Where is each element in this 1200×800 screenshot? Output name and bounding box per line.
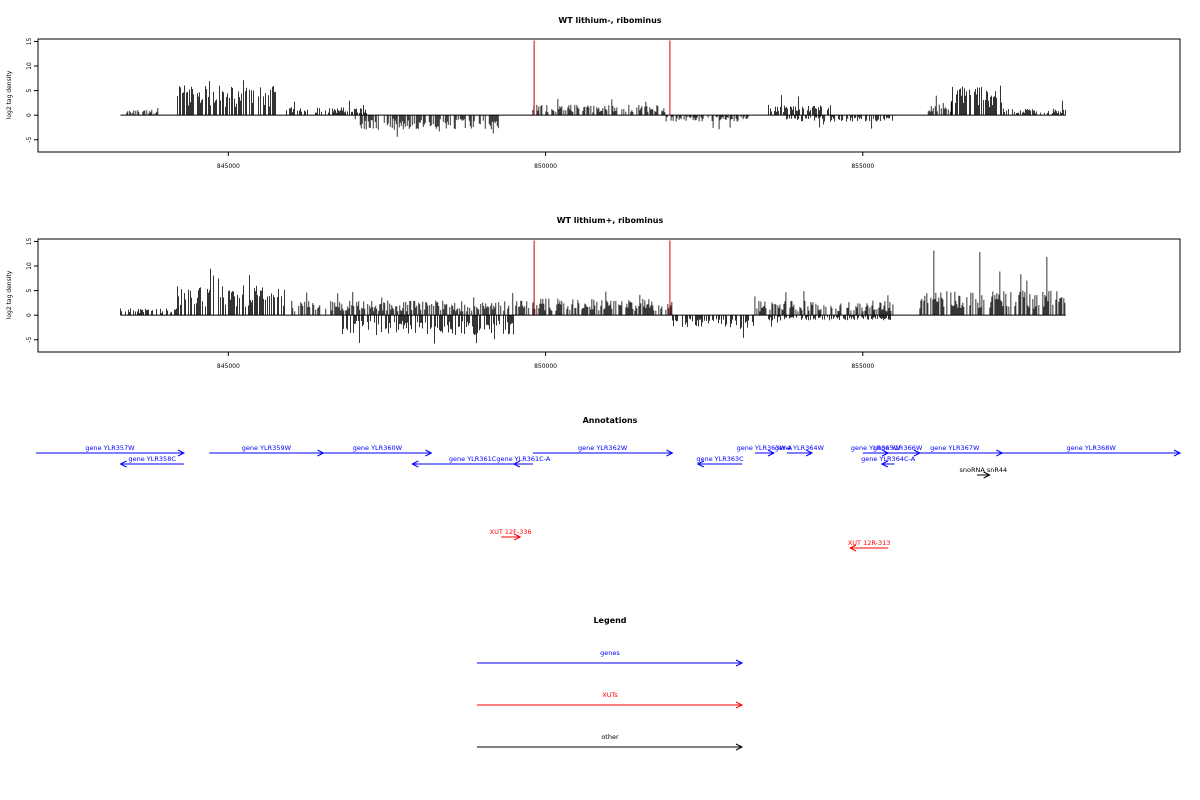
feature-label: gene YLR362W [578, 444, 628, 452]
feature-label: gene YLR364C-A [861, 455, 916, 463]
annotations-track: Annotations gene YLR357W gene YLR358C gene… [36, 416, 1182, 552]
y-tick-label: -5 [26, 337, 33, 343]
annotations-title: Annotations [583, 416, 638, 425]
feature-arrowhead [983, 471, 991, 479]
y-axis-label: log2 tag density [6, 270, 13, 319]
feature-arrowhead [512, 460, 521, 468]
feature-arrowhead [1173, 449, 1182, 457]
feature-arrowhead [411, 460, 419, 468]
panel-title: WT lithium-, ribominus [558, 16, 661, 25]
legend: Legend genes XUTs other [477, 616, 744, 751]
feature-arrowhead [119, 460, 127, 468]
feature-label: gene YLR361C-A [496, 455, 551, 463]
y-tick-label: 5 [26, 289, 33, 293]
feature-label: snoRNA snR44 [959, 466, 1007, 474]
feature-arrowhead [513, 533, 522, 541]
panel-title: WT lithium+, ribominus [557, 216, 664, 225]
feature-label: gene YLR359W [242, 444, 292, 452]
y-tick-label: 15 [26, 237, 33, 245]
x-tick-label: 850000 [534, 363, 557, 370]
legend-arrowhead [735, 701, 744, 709]
legend-title: Legend [593, 616, 626, 625]
legend-label: other [601, 733, 619, 741]
feature-arrowhead [177, 449, 186, 457]
x-tick-label: 845000 [217, 163, 240, 170]
feature-label: gene YLR357W [85, 444, 135, 452]
legend-arrowhead [735, 659, 744, 667]
plot-frame [37, 238, 1181, 353]
feature-arrowhead [880, 460, 889, 468]
feature-arrowhead [848, 544, 857, 552]
track-panel-lithium-minus: WT lithium-, ribominus log2 tag density … [6, 16, 1181, 170]
x-tick-label: 855000 [851, 363, 874, 370]
legend-arrowhead [735, 743, 744, 751]
feature-arrowhead [767, 449, 776, 457]
feature-label: gene YLR363W-A [737, 444, 793, 452]
y-axis-label: log2 tag density [6, 70, 13, 119]
x-tick-label: 850000 [534, 163, 557, 170]
y-tick-label: 5 [26, 89, 33, 93]
feature-label: gene YLR360W [353, 444, 403, 452]
feature-label: gene YLR367W [930, 444, 980, 452]
track-panel-lithium-plus: WT lithium+, ribominus log2 tag density … [6, 216, 1181, 370]
feature-arrowhead [666, 449, 674, 457]
feature-arrowhead [696, 460, 705, 468]
feature-label: gene YLR365W [851, 444, 901, 452]
feature-label: gene YLR358C [129, 455, 177, 463]
legend-label: genes [600, 649, 620, 657]
y-tick-label: 10 [26, 262, 33, 270]
feature-arrowhead [425, 449, 433, 457]
x-tick-label: 855000 [851, 163, 874, 170]
y-tick-label: 0 [26, 313, 33, 317]
y-tick-label: 0 [26, 113, 33, 117]
feature-label: gene YLR366W [873, 444, 923, 452]
y-tick-label: 10 [26, 62, 33, 70]
y-tick-label: -5 [26, 137, 33, 143]
feature-label: XUT 12F-336 [490, 528, 532, 536]
feature-label: XUT 12R-313 [848, 539, 891, 547]
feature-label: gene YLR368W [1067, 444, 1117, 452]
feature-arrowhead [805, 449, 814, 457]
feature-label: gene YLR361C [449, 455, 497, 463]
x-tick-label: 845000 [217, 363, 240, 370]
legend-label: XUTs [602, 691, 618, 699]
feature-label: gene YLR364W [775, 444, 825, 452]
feature-label: gene YLR363C [696, 455, 744, 463]
y-tick-label: 15 [26, 37, 33, 45]
plot-frame [37, 38, 1181, 153]
